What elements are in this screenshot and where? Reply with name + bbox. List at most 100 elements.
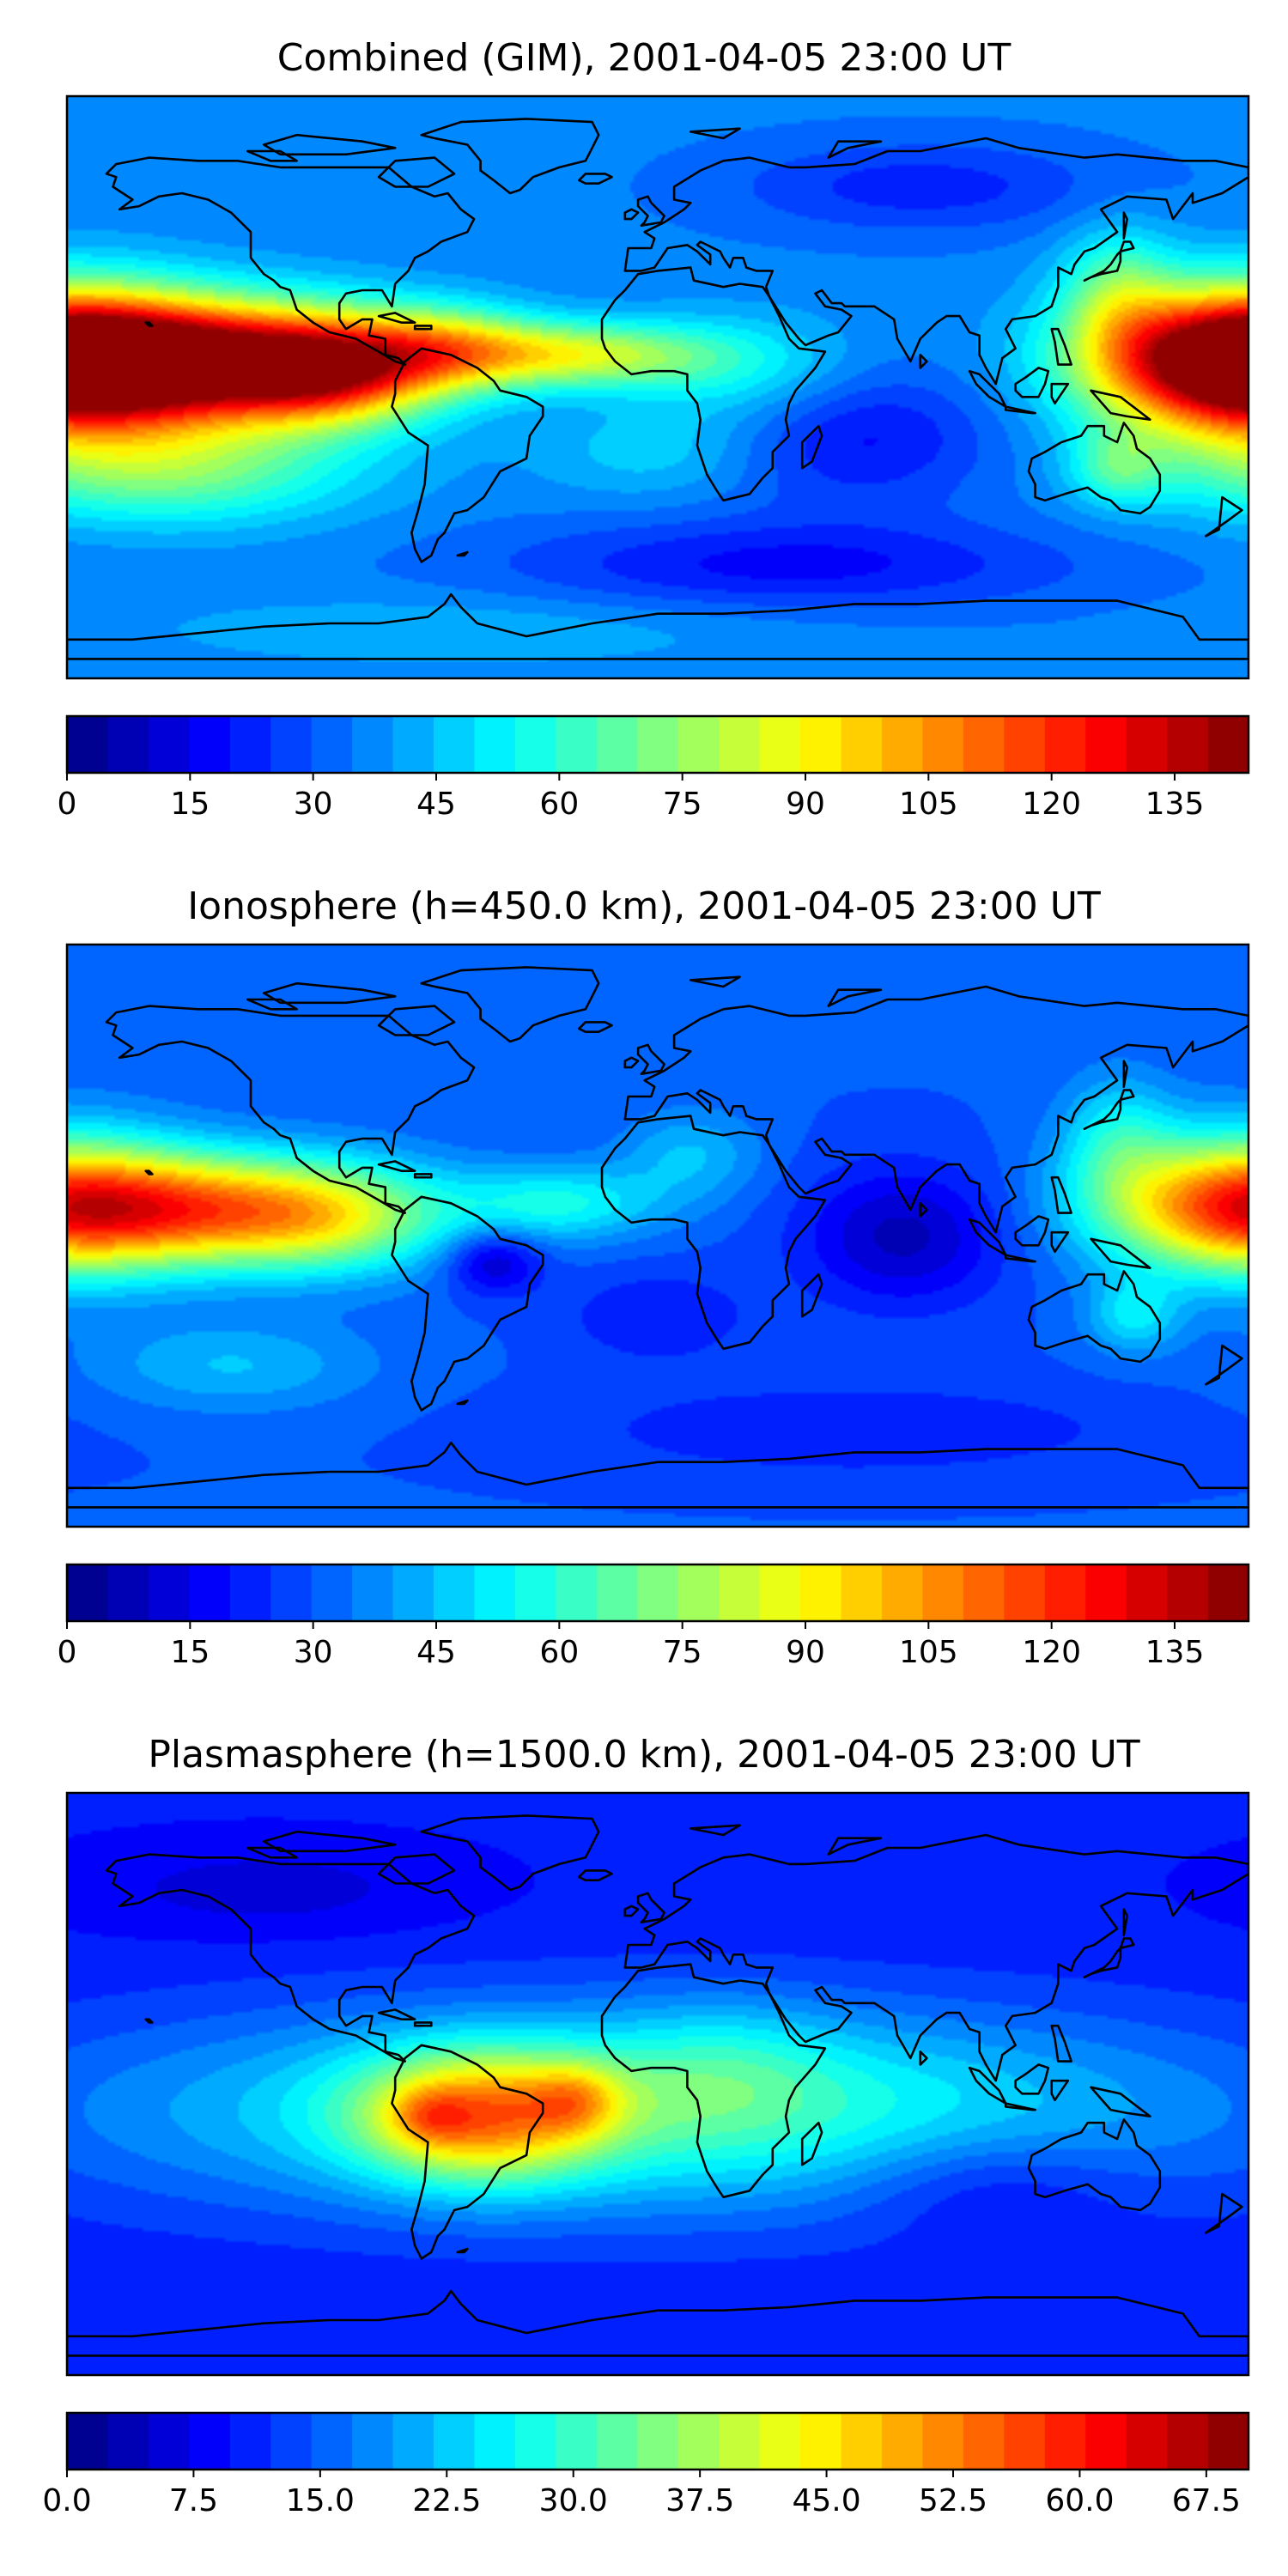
coastline xyxy=(1004,1254,1036,1263)
tec-field-combined xyxy=(67,96,1249,678)
colorbar-segment xyxy=(189,2413,231,2470)
colorbar-segment xyxy=(392,1564,434,1621)
coastline xyxy=(377,2008,416,2021)
coastline xyxy=(689,975,741,988)
coastline xyxy=(623,1056,640,1069)
colorbar-segment xyxy=(311,1564,353,1621)
coastline xyxy=(577,1869,613,1881)
ionosphere-panel: Ionosphere (h=450.0 km), 2001-04-05 23:0… xyxy=(58,884,1250,1670)
colorbar-segment xyxy=(270,716,313,773)
colorbar-segment xyxy=(677,2413,720,2470)
coastline xyxy=(246,1846,298,1859)
colorbar-segment xyxy=(270,1564,313,1621)
coastline xyxy=(623,208,640,221)
coastline xyxy=(1050,2079,1070,2102)
colorbar-segment xyxy=(1044,1564,1086,1621)
colorbar-tick-label: 30.0 xyxy=(539,2483,608,2518)
colorbar-tick-label: 22.5 xyxy=(412,2483,481,2518)
colorbar-segment xyxy=(922,1564,964,1621)
coastline xyxy=(377,1853,456,1885)
coastline xyxy=(391,2044,544,2260)
coastline xyxy=(420,966,600,1043)
colorbar-segment xyxy=(759,1564,801,1621)
coastline xyxy=(1090,1237,1151,1270)
coastline xyxy=(623,1833,1249,2082)
colorbar-segment xyxy=(1126,716,1168,773)
coastline xyxy=(1014,1215,1050,1247)
colorbar-segment xyxy=(107,716,149,773)
coastline xyxy=(1014,367,1050,398)
colorbar-segment xyxy=(881,716,924,773)
coastline xyxy=(919,1201,928,1218)
colorbar-segment xyxy=(270,2413,313,2470)
coastline xyxy=(1122,1060,1128,1089)
colorbar-tick-label: 120 xyxy=(1022,1635,1081,1670)
colorbar-segment xyxy=(1207,2413,1249,2470)
colorbar-segment xyxy=(800,2413,842,2470)
colorbar-tick-label: 75 xyxy=(663,787,702,822)
coastline xyxy=(1205,1344,1243,1386)
colorbar-segment xyxy=(352,2413,394,2470)
colorbar-segment xyxy=(148,2413,190,2470)
colorbar-segment xyxy=(1044,716,1086,773)
colorbar-segment xyxy=(963,716,1005,773)
coastline xyxy=(1090,2086,1151,2118)
colorbar-segment xyxy=(596,1564,638,1621)
coastline xyxy=(1004,2102,1036,2111)
coastline xyxy=(67,592,1249,660)
coastline xyxy=(800,1273,823,1318)
coastline xyxy=(420,1814,600,1892)
colorbar-segment xyxy=(514,1564,556,1621)
coastline xyxy=(1050,382,1070,405)
panel-title-plasmasphere: Plasmasphere (h=1500.0 km), 2001-04-05 2… xyxy=(148,1733,1139,1777)
colorbar-tick-label: 60 xyxy=(539,787,579,822)
map-frame xyxy=(65,1791,1250,2377)
colorbar-segment xyxy=(474,2413,516,2470)
coastline xyxy=(1004,405,1036,415)
colorbar-segment xyxy=(67,716,109,773)
colorbar-tick-label: 135 xyxy=(1145,1635,1205,1670)
colorbar-frame xyxy=(65,2411,1250,2471)
coastline xyxy=(577,173,613,185)
coastline xyxy=(1122,1908,1128,1937)
colorbar-tick-label: 45.0 xyxy=(792,2483,860,2518)
colorbar-tick-label: 15 xyxy=(170,1635,210,1670)
colorbar-segment xyxy=(1044,2413,1086,2470)
coastline xyxy=(623,985,1249,1234)
coastline xyxy=(456,2247,469,2254)
coastline xyxy=(1119,1937,1135,1950)
colorbar-segment xyxy=(189,716,231,773)
colorbar-tick-label: 67.5 xyxy=(1172,2483,1241,2518)
coastline xyxy=(105,1005,476,1214)
coastline xyxy=(600,266,827,502)
coastline xyxy=(413,325,433,331)
coastline xyxy=(144,1170,154,1176)
colorbar-segment xyxy=(800,716,842,773)
tec-map-plasmasphere xyxy=(65,1791,1250,2377)
coastline xyxy=(262,133,397,156)
coastline xyxy=(456,1399,469,1406)
colorbar-segment xyxy=(148,716,190,773)
colorbar-ionosphere: 0 15 30 45 60 75 90 105 120 135 xyxy=(58,1563,1250,1670)
colorbar-segment xyxy=(474,716,516,773)
colorbar-tick-label: 60 xyxy=(539,1635,579,1670)
coastline xyxy=(1050,1176,1072,1214)
coastline xyxy=(1122,211,1128,240)
colorbar-segment xyxy=(637,2413,679,2470)
coastlines-combined xyxy=(67,118,1249,660)
coastline xyxy=(577,1021,613,1033)
colorbar-tick-label: 52.5 xyxy=(919,2483,987,2518)
colorbar-segment xyxy=(922,716,964,773)
coastline xyxy=(377,1005,456,1036)
colorbar-tick-label: 15 xyxy=(170,787,210,822)
coastline xyxy=(1119,1089,1135,1102)
colorbar-segment xyxy=(67,2413,109,2470)
coastline xyxy=(1027,422,1162,515)
coastline xyxy=(144,2018,154,2024)
coastline xyxy=(67,1441,1249,1509)
colorbar-segment xyxy=(107,1564,149,1621)
coastline xyxy=(1027,1270,1162,1364)
coastline xyxy=(623,137,1249,386)
coastline xyxy=(827,988,883,1007)
